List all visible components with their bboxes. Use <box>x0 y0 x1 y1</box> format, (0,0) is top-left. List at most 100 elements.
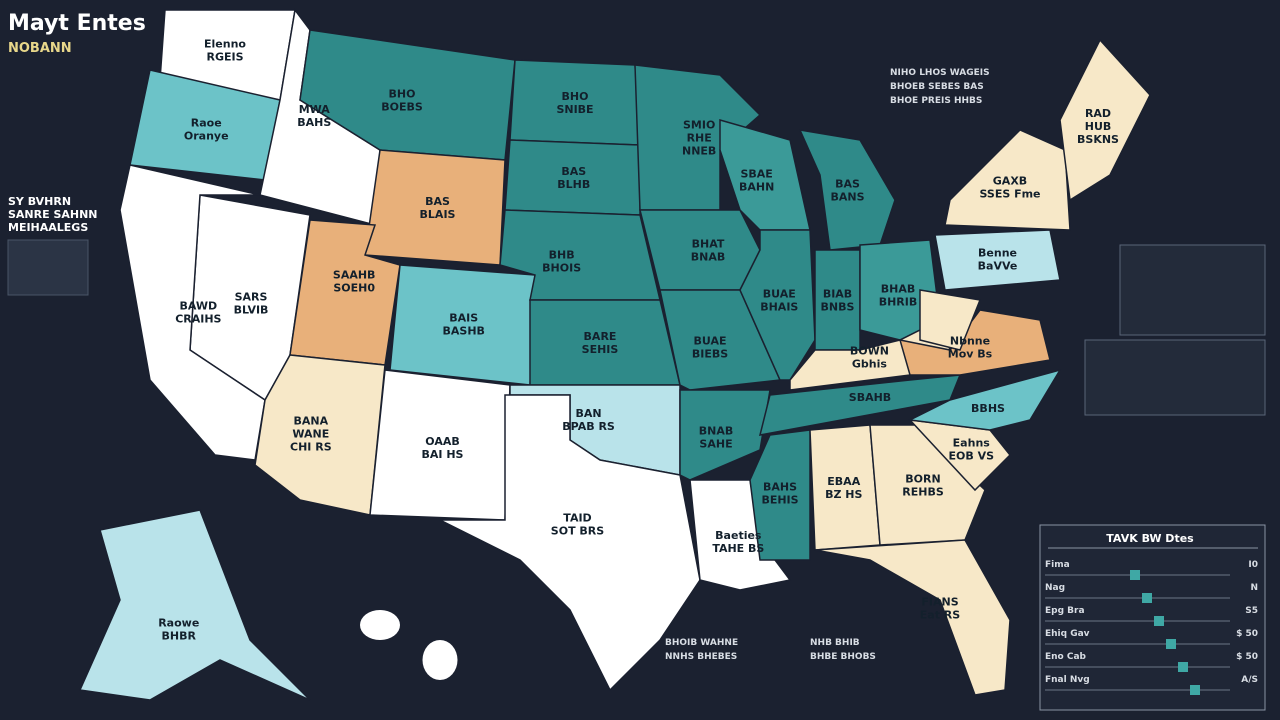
state-label: BOEBS <box>381 101 423 114</box>
state-label: BBHS <box>971 402 1005 415</box>
state <box>739 229 816 381</box>
state-label: BHAIS <box>760 301 798 314</box>
state-label: Eat RS <box>920 608 960 621</box>
state-label: BAIS <box>449 311 478 324</box>
state-label: REHBS <box>902 486 944 499</box>
side-note: SANRE SAHNN <box>8 208 98 221</box>
legend-swatch <box>1142 593 1152 603</box>
legend-label: Fima <box>1045 560 1070 570</box>
state-label: EOB VS <box>948 449 994 462</box>
state-label: SBAE <box>740 168 772 181</box>
state-label: SEHIS <box>582 343 619 356</box>
legend-value: A/S <box>1241 675 1258 685</box>
legend-box <box>1039 524 1266 711</box>
legend-swatch <box>1130 570 1140 580</box>
state-label: BORN <box>905 473 940 486</box>
state-label: BAHS <box>763 481 797 494</box>
state-label: RAD <box>1085 107 1111 120</box>
state-label: FIANS <box>921 595 958 608</box>
state-label: Oranye <box>184 129 229 142</box>
state-label: RGEIS <box>206 51 243 64</box>
state <box>944 129 1071 231</box>
state-label: SBAHB <box>849 391 891 404</box>
state-label: BHBR <box>162 629 197 642</box>
state-label: SAHE <box>699 438 732 451</box>
state <box>439 394 701 692</box>
state-label: TAHE BS <box>712 542 764 555</box>
legend-swatch <box>1166 639 1176 649</box>
state-label: BUAE <box>763 288 796 301</box>
state <box>749 429 811 561</box>
state-label: BNAB <box>699 425 734 438</box>
state-label: Raoe <box>191 116 222 129</box>
bottom-note: NNHS BHEBES <box>665 652 737 662</box>
legend-value: N <box>1250 583 1258 593</box>
legend-label: Fnal Nvg <box>1045 675 1090 685</box>
side-note: NIHO LHOS WAGEIS <box>890 68 990 78</box>
state-label: OAAB <box>425 435 459 448</box>
state-label: BLAIS <box>420 208 456 221</box>
state <box>659 289 782 391</box>
state <box>869 424 986 546</box>
state-label: CHI RS <box>290 440 332 453</box>
state-label: Gbhis <box>852 357 888 370</box>
legend-label: Ehiq Gav <box>1045 629 1090 639</box>
state-label: BAN <box>576 407 602 420</box>
state-label: SMIO <box>683 119 715 132</box>
state-label: RHE <box>687 132 712 145</box>
legend-title: TAVK BW Dtes <box>1106 532 1194 545</box>
legend-label: Epg Bra <box>1045 606 1085 616</box>
state-labels: ElennoRGEISRaoeOranyeMWABAHSBHOBOEBSBASB… <box>158 38 1119 643</box>
state <box>907 368 1062 431</box>
state-label: WANE <box>292 427 329 440</box>
legend-label: Nag <box>1045 583 1065 593</box>
state-label: BHO <box>389 88 416 101</box>
state-label: BNBS <box>821 301 855 314</box>
title: Mayt Entes <box>8 11 146 36</box>
bottom-note: BHOIB WAHNE <box>665 638 738 648</box>
state-label: BZ HS <box>825 488 862 501</box>
state-label: BANA <box>294 414 329 427</box>
state-label: BLVIB <box>234 304 269 317</box>
state-label: BEHIS <box>761 494 798 507</box>
state-label: Mov Bs <box>948 348 993 361</box>
state-label: BHAT <box>692 238 725 251</box>
state <box>814 539 1011 696</box>
legend-label: Eno Cab <box>1045 652 1087 662</box>
legend-swatch <box>1178 662 1188 672</box>
state-label: EBAA <box>827 475 860 488</box>
state-label: Benne <box>978 246 1017 259</box>
state-label: SOT BRS <box>551 524 604 537</box>
side-note: SY BVHRN <box>8 195 71 208</box>
state-label: BHOIS <box>542 261 581 274</box>
info-box <box>1119 244 1266 336</box>
state-label: Baeties <box>715 529 762 542</box>
state-label: BaVVe <box>978 259 1018 272</box>
legend-swatch <box>1190 685 1200 695</box>
state-label: BARE <box>584 330 617 343</box>
state-label: Nbnne <box>950 335 990 348</box>
state <box>934 229 1061 291</box>
state-label: BHB <box>549 248 575 261</box>
state-label: BOWN <box>850 344 889 357</box>
state-label: Elenno <box>204 38 246 51</box>
side-note: BHOE PREIS HHBS <box>890 96 982 106</box>
state-label: BLHB <box>557 178 590 191</box>
state-label: BPAB RS <box>562 420 615 433</box>
state-label: HUB <box>1085 120 1112 133</box>
state-label: BHRIB <box>879 296 918 309</box>
state-label: MWA <box>299 103 331 116</box>
mini-chart <box>7 239 89 296</box>
state-label: BNAB <box>691 251 726 264</box>
state <box>1059 38 1151 202</box>
state <box>78 509 311 701</box>
legend-value: $ 50 <box>1236 629 1258 639</box>
bottom-note: BHBE BHOBS <box>810 652 876 662</box>
state-label: SARS <box>235 291 268 304</box>
state <box>919 289 982 351</box>
state-label: CRAIHS <box>175 313 221 326</box>
state <box>679 389 771 481</box>
state-label: BAS <box>561 165 586 178</box>
side-note: MEIHAALEGS <box>8 221 88 234</box>
